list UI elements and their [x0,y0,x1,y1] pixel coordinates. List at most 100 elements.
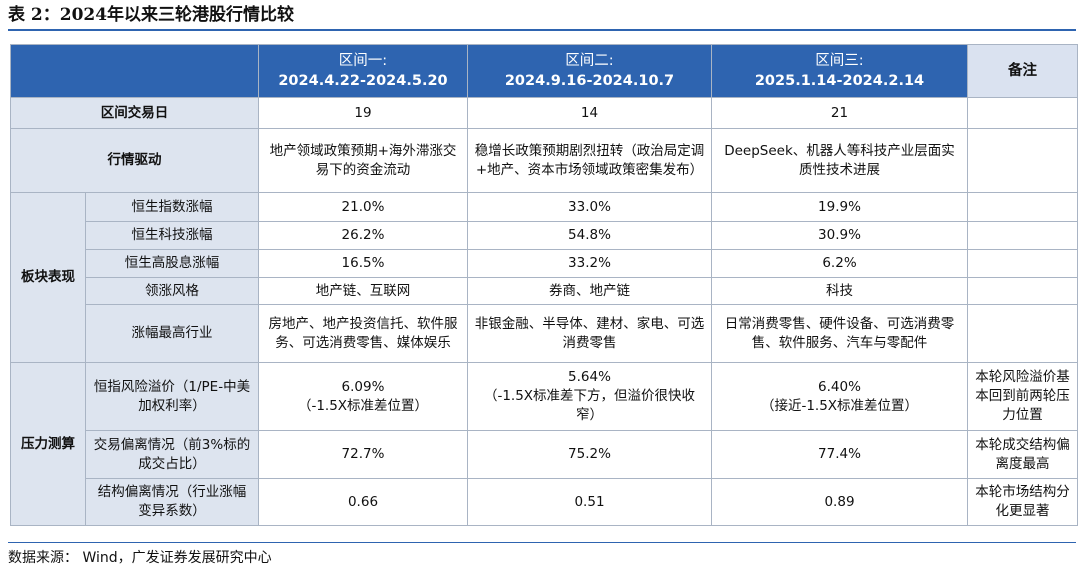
data-cell: 非银金融、半导体、建材、家电、可选消费零售 [467,304,712,363]
cell-line: DeepSeek、机器人等科技产业层面实质性技术进展 [724,142,955,178]
note-cell [967,277,1078,305]
table-row: 恒生科技涨幅 26.2% 54.8% 30.9% [11,221,1078,250]
header-cell: 区间二: 2024.9.16-2024.10.7 [467,44,712,98]
cell-line: 21 [830,104,849,121]
data-cell: 0.51 [467,478,712,526]
data-cell: 14 [467,97,712,129]
data-cell: 54.8% [467,221,712,250]
cell-line: 30.9% [818,227,861,243]
note-cell: 本轮市场结构分化更显著 [967,478,1078,526]
data-cell: 6.2% [711,249,968,278]
cell-line: 科技 [826,282,853,299]
data-cell: 33.0% [467,192,712,222]
row-label: 结构偏离情况（行业涨幅变异系数） [85,478,259,526]
data-cell: 75.2% [467,430,712,479]
cell-line: 非银金融、半导体、建材、家电、可选消费零售 [474,315,705,351]
data-cell: 6.09% （-1.5X标准差位置） [258,362,468,431]
data-cell: 地产链、互联网 [258,277,468,305]
data-cell: 日常消费零售、硬件设备、可选消费零售、软件服务、汽车与零配件 [711,304,968,363]
cell-line: 日常消费零售、硬件设备、可选消费零售、软件服务、汽车与零配件 [724,315,955,351]
note-cell [967,304,1078,363]
data-cell: 30.9% [711,221,968,250]
table-row: 交易偏离情况（前3%标的成交占比） 72.7% 75.2% 77.4% 本轮成交结构偏离… [11,430,1078,479]
note-cell [967,221,1078,250]
table-row: 压力测算 恒指风险溢价（1/PE-中美加权利率） 6.09% （-1.5X标准差位置）… [10,362,1078,526]
cell-line: 26.2% [341,227,385,243]
period-name: 区间二: [565,53,614,69]
table-row: 领涨风格 地产链、互联网 券商、地产链 科技 [11,277,1078,305]
cell-line: （-1.5X标准差下方，但溢价很快收窄） [483,388,696,423]
data-cell: 26.2% [258,221,468,250]
note-cell [967,192,1078,222]
cell-line: 5.64% [568,369,611,385]
table-row: 区间交易日 19 14 21 [10,97,1078,129]
cell-line: 21.0% [341,198,385,215]
period-name: 区间三: [815,53,864,69]
table-row: 涨幅最高行业 房地产、地产投资信托、软件服务、可选消费零售、媒体娱乐 非银金融、半导… [11,304,1078,363]
period-name: 区间一: [338,53,388,69]
cell-line: 6.2% [822,255,857,271]
table-row: 结构偏离情况（行业涨幅变异系数） 0.66 0.51 0.89 本轮市场结构分化更显著 [11,478,1078,526]
note-cell: 本轮成交结构偏离度最高 [967,430,1078,479]
row-label: 涨幅最高行业 [85,304,259,363]
group-label: 板块表现 [10,192,86,363]
row-label: 恒指风险溢价（1/PE-中美加权利率） [85,362,259,431]
row-label: 行情驱动 [10,128,259,193]
row-label: 恒生高股息涨幅 [85,249,259,278]
data-cell: 0.89 [711,478,968,526]
note-header: 备注 [967,44,1078,98]
cell-line: 75.2% [568,446,611,462]
data-cell: 21 [711,97,968,129]
note-cell [967,97,1078,129]
header-cell: 区间三: 2025.1.14-2024.2.14 [711,44,968,98]
cell-line: 16.5% [341,255,385,271]
row-label: 领涨风格 [85,277,259,305]
period-range: 2024.9.16-2024.10.7 [504,73,675,89]
cell-line: 33.0% [568,198,611,215]
header-corner [10,44,259,98]
cell-line: 稳增长政策预期剧烈扭转（政治局定调+地产、资本市场领域政策密集发布） [474,142,705,178]
cell-line: 房地产、地产投资信托、软件服务、可选消费零售、媒体娱乐 [268,315,458,351]
cell-line: 33.2% [568,255,611,271]
data-cell: 6.40% （接近-1.5X标准差位置） [711,362,968,431]
note-cell [967,128,1078,193]
row-label: 区间交易日 [10,97,259,129]
header-cell: 区间一: 2024.4.22-2024.5.20 [258,44,468,98]
note-cell [967,249,1078,278]
cell-line: 14 [580,104,599,121]
data-cell: 21.0% [258,192,468,222]
cell-line: 0.89 [824,493,855,510]
data-cell: 券商、地产链 [467,277,712,305]
period-range: 2025.1.14-2024.2.14 [754,73,925,89]
header-row: 区间一: 2024.4.22-2024.5.20 区间二: 2024.9.16-202… [10,44,1078,98]
data-cell: 16.5% [258,249,468,278]
cell-line: （-1.5X标准差位置） [297,397,429,414]
data-cell: 33.2% [467,249,712,278]
data-cell: 稳增长政策预期剧烈扭转（政治局定调+地产、资本市场领域政策密集发布） [467,128,712,193]
data-cell: 房地产、地产投资信托、软件服务、可选消费零售、媒体娱乐 [258,304,468,363]
note-cell: 本轮风险溢价基本回到前两轮压力位置 [967,362,1078,431]
data-cell: 5.64% （-1.5X标准差下方，但溢价很快收窄） [467,362,712,431]
table-row: 行情驱动 地产领域政策预期+海外滞涨交易下的资金流动 稳增长政策预期剧烈扭转（政治局… [10,128,1078,193]
cell-line: 19.9% [818,198,861,215]
cell-line: 6.09% [341,378,385,395]
source: 数据来源： Wind，广发证券发展研究中心 [8,542,1076,567]
table-row: 板块表现 恒生指数涨幅 21.0% 33.0% 19.9% [10,192,1078,363]
row-label: 恒生科技涨幅 [85,221,259,250]
table-row: 恒生高股息涨幅 16.5% 33.2% 6.2% [11,249,1078,278]
data-cell: 地产领域政策预期+海外滞涨交易下的资金流动 [258,128,468,193]
data-cell: DeepSeek、机器人等科技产业层面实质性技术进展 [711,128,968,193]
title: 表 2：2024年以来三轮港股行情比较 [8,2,1076,31]
data-cell: 科技 [711,277,968,305]
cell-line: 地产链、互联网 [315,282,411,299]
cell-line: 54.8% [568,227,611,243]
data-cell: 19.9% [711,192,968,222]
cell-line: 72.7% [341,446,385,462]
comparison-table: 区间一: 2024.4.22-2024.5.20 区间二: 2024.9.16-202… [10,44,1078,526]
data-cell: 19 [258,97,468,129]
cell-line: （接近-1.5X标准差位置） [760,397,919,414]
data-cell: 77.4% [711,430,968,479]
cell-line: 19 [354,104,372,121]
period-range: 2024.4.22-2024.5.20 [278,73,448,89]
